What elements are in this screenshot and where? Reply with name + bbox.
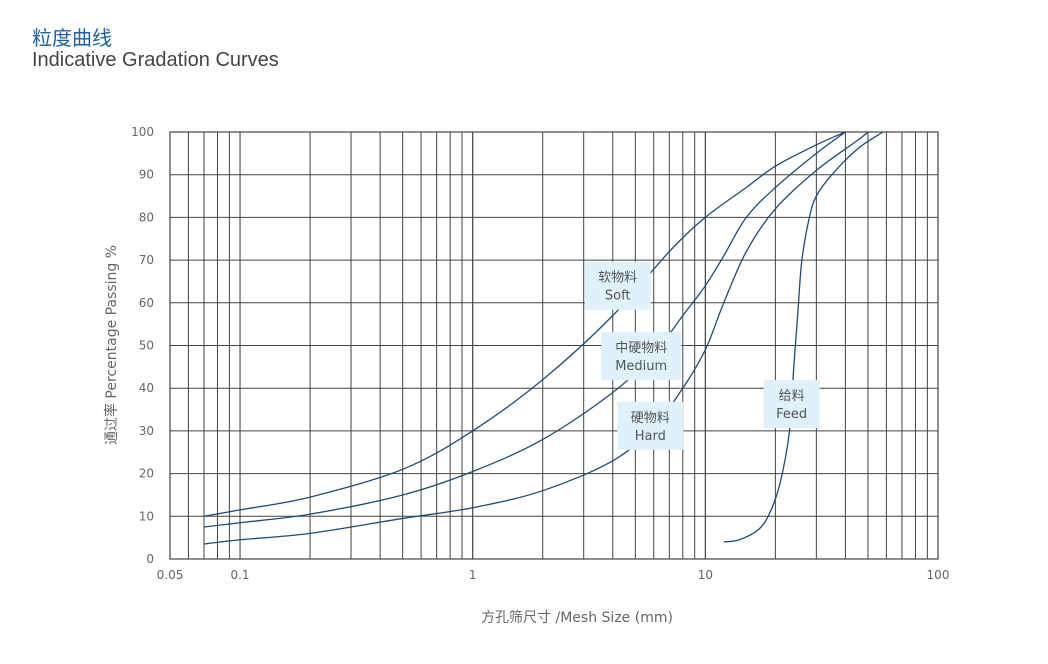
label-medium: 中硬物料 Medium xyxy=(601,332,682,381)
label-soft: 软物料 Soft xyxy=(584,261,651,310)
page-title-en: Indicative Gradation Curves xyxy=(32,49,279,71)
plot-frame xyxy=(169,131,939,560)
label-zh: 软物料 xyxy=(598,271,637,286)
label-box xyxy=(601,332,682,381)
label-zh: 硬物料 xyxy=(631,411,670,426)
y-tick-label: 30 xyxy=(139,424,154,438)
label-en: Feed xyxy=(776,407,807,422)
label-zh: 给料 xyxy=(779,389,805,404)
curve-soft xyxy=(203,131,846,517)
curve-feed xyxy=(723,131,884,543)
x-tick-label: 0.1 xyxy=(230,568,249,582)
y-tick-label: 50 xyxy=(139,339,154,353)
label-box xyxy=(763,379,820,428)
label-zh: 中硬物料 xyxy=(615,341,667,356)
curves xyxy=(203,131,884,545)
y-tick-label: 70 xyxy=(139,253,154,267)
grid-layer xyxy=(169,131,939,560)
label-en: Soft xyxy=(605,289,631,304)
y-tick-label: 0 xyxy=(146,552,154,566)
page-title-zh: 粒度曲线 xyxy=(32,26,112,50)
label-feed: 给料 Feed xyxy=(763,379,820,428)
x-tick-label: 1 xyxy=(469,568,477,582)
y-tick-label: 40 xyxy=(139,381,154,395)
x-axis-label: 方孔筛尺寸 /Mesh Size (mm) xyxy=(481,610,673,626)
y-axis-label: 通过率 Percentage Passing % xyxy=(103,245,120,445)
x-tick-label: 0.05 xyxy=(157,568,184,582)
x-tick-label: 10 xyxy=(698,568,713,582)
y-tick-label: 90 xyxy=(139,168,154,182)
curve-labels: 软物料 Soft 中硬物料 Medium 硬物料 Hard 给料 Feed xyxy=(584,261,820,450)
label-box xyxy=(584,261,651,310)
tick-labels: 0 10 20 30 40 50 60 70 80 90 100 0.05 0.1 1 10 100 xyxy=(131,125,949,582)
label-hard: 硬物料 Hard xyxy=(617,401,684,450)
y-tick-label: 20 xyxy=(139,467,154,481)
x-tick-label: 100 xyxy=(927,568,950,582)
label-box xyxy=(617,401,684,450)
curve-medium xyxy=(203,131,846,528)
y-tick-label: 100 xyxy=(131,125,154,139)
y-tick-label: 10 xyxy=(139,509,154,523)
y-tick-label: 60 xyxy=(139,296,154,310)
label-en: Medium xyxy=(615,359,667,374)
label-en: Hard xyxy=(635,429,666,444)
y-tick-label: 80 xyxy=(139,210,154,224)
